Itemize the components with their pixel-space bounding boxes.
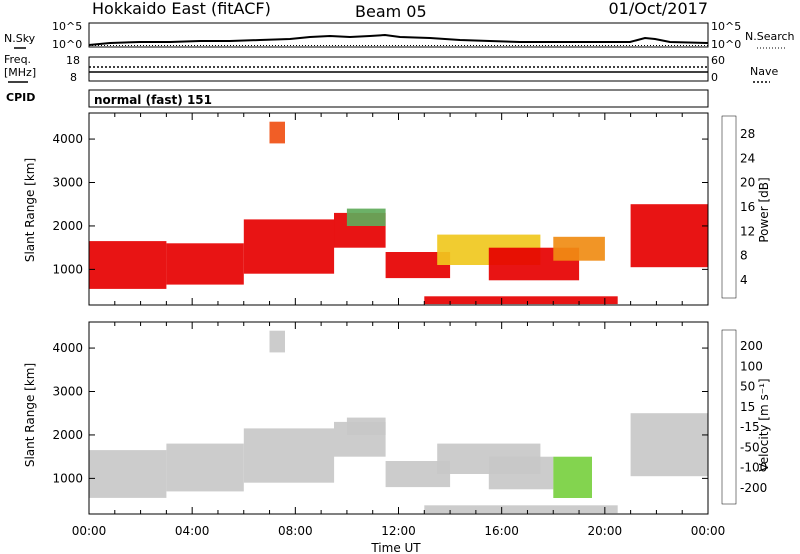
velocity-echo-region bbox=[488, 456, 554, 490]
station-title: Hokkaido East (fitACF) bbox=[92, 0, 271, 18]
power-ytick-label: 4000 bbox=[52, 132, 83, 146]
power-echo-region bbox=[424, 296, 618, 305]
velocity-colorbar-tick: -15 bbox=[740, 420, 760, 434]
velocity-ytick-label: 2000 bbox=[52, 428, 83, 442]
nave-tick-high: 60 bbox=[711, 54, 725, 67]
velocity-xticks bbox=[88, 322, 709, 514]
power-colorbar-tick: 8 bbox=[740, 249, 748, 263]
freq-nave-panel bbox=[88, 56, 709, 82]
power-echo-region bbox=[269, 121, 285, 144]
power-colorbar-frame bbox=[721, 115, 737, 299]
cpid-label: CPID bbox=[6, 91, 35, 104]
velocity-echo-region bbox=[269, 330, 285, 353]
noise-tick-low-right: 10^0 bbox=[711, 38, 741, 51]
velocity-ylabel: Slant Range [km] bbox=[23, 363, 37, 467]
power-echo-region bbox=[243, 219, 335, 274]
xtick-label: 04:00 bbox=[175, 524, 210, 538]
velocity-echo-region bbox=[424, 505, 618, 514]
power-ylabel: Slant Range [km] bbox=[23, 158, 37, 262]
velocity-echo-region bbox=[166, 443, 244, 492]
velocity-cells bbox=[89, 330, 708, 514]
beam-label: Beam 05 bbox=[355, 2, 427, 21]
velocity-colorbar-tick: 50 bbox=[740, 380, 755, 394]
velocity-ytick-label: 1000 bbox=[52, 471, 83, 485]
xaxis-title: Time UT bbox=[370, 541, 421, 554]
velocity-colorbar-tick: -200 bbox=[740, 481, 767, 495]
power-colorbar-tick: 4 bbox=[740, 273, 748, 287]
velocity-colorbar-label: Velocity [m s⁻¹] bbox=[757, 378, 771, 471]
power-colorbar-tick: 16 bbox=[740, 200, 755, 214]
xtick-label: 16:00 bbox=[484, 524, 519, 538]
xtick-label: 20:00 bbox=[588, 524, 623, 538]
power-colorbar: 28 24 20 16 12 8 4 bbox=[721, 115, 755, 299]
velocity-echo-region bbox=[89, 450, 167, 498]
velocity-colorbar-tick: 200 bbox=[740, 339, 763, 353]
freq-label: Freq. bbox=[4, 53, 31, 66]
xtick-label: 08:00 bbox=[278, 524, 313, 538]
nsky-trace bbox=[88, 33, 709, 46]
noise-tick-high-left: 10^5 bbox=[52, 20, 82, 33]
power-xticks bbox=[88, 113, 709, 305]
power-colorbar-tick: 12 bbox=[740, 224, 755, 238]
freq-unit: [MHz] bbox=[4, 66, 36, 79]
xtick-label: 00:00 bbox=[72, 524, 107, 538]
power-echo-region bbox=[630, 204, 708, 268]
date-label: 01/Oct/2017 bbox=[608, 0, 708, 18]
freq-tick-low: 8 bbox=[70, 71, 77, 84]
velocity-colorbar-tick: 100 bbox=[740, 359, 763, 373]
nave-label: Nave bbox=[750, 65, 778, 78]
velocity-colorbar-tick: 15 bbox=[740, 400, 755, 414]
power-cells bbox=[89, 121, 708, 305]
xtick-label: 00:00 bbox=[691, 524, 726, 538]
nsky-label: N.Sky bbox=[4, 32, 36, 45]
power-colorbar-tick: 20 bbox=[740, 176, 755, 190]
velocity-echo-region bbox=[553, 456, 592, 498]
freq-tick-high: 18 bbox=[66, 54, 80, 67]
power-colorbar-label: Power [dB] bbox=[757, 177, 771, 242]
velocity-echo-region bbox=[243, 428, 335, 483]
nave-tick-low: 0 bbox=[711, 71, 718, 84]
cpid-text: normal (fast) 151 bbox=[94, 93, 212, 107]
power-yticks: 1000 2000 3000 4000 bbox=[52, 132, 708, 276]
xtick-label: 12:00 bbox=[381, 524, 416, 538]
power-ytick-label: 1000 bbox=[52, 262, 83, 276]
velocity-colorbar-tick: -50 bbox=[740, 440, 760, 454]
velocity-panel: 1000 2000 3000 4000 bbox=[52, 321, 709, 515]
power-echo-region bbox=[89, 241, 167, 289]
xaxis-labels: 00:00 04:00 08:00 12:00 16:00 20:00 00:00 bbox=[72, 524, 726, 538]
velocity-colorbar-frame bbox=[721, 329, 737, 505]
noise-tick-high-right: 10^5 bbox=[711, 20, 741, 33]
noise-panel bbox=[88, 22, 709, 48]
velocity-echo-region bbox=[630, 413, 708, 477]
noise-tick-low-left: 10^0 bbox=[52, 38, 82, 51]
velocity-ytick-label: 3000 bbox=[52, 385, 83, 399]
power-echo-region bbox=[553, 236, 605, 261]
power-ytick-label: 2000 bbox=[52, 219, 83, 233]
cpid-panel bbox=[88, 89, 709, 108]
velocity-echo-region bbox=[346, 417, 386, 435]
power-colorbar-tick: 28 bbox=[740, 127, 755, 141]
power-ytick-label: 3000 bbox=[52, 176, 83, 190]
power-panel: 1000 2000 3000 4000 bbox=[52, 112, 709, 306]
velocity-ytick-label: 4000 bbox=[52, 341, 83, 355]
power-echo-region bbox=[346, 208, 386, 226]
velocity-colorbar: 200 100 50 15 -15 -50 -100 -200 bbox=[721, 329, 767, 505]
velocity-yticks: 1000 2000 3000 4000 bbox=[52, 341, 708, 485]
nsearch-label: N.Search bbox=[745, 30, 795, 43]
power-colorbar-tick: 24 bbox=[740, 151, 755, 165]
velocity-colorbar-tick: -100 bbox=[740, 461, 767, 475]
power-echo-region bbox=[166, 243, 244, 285]
